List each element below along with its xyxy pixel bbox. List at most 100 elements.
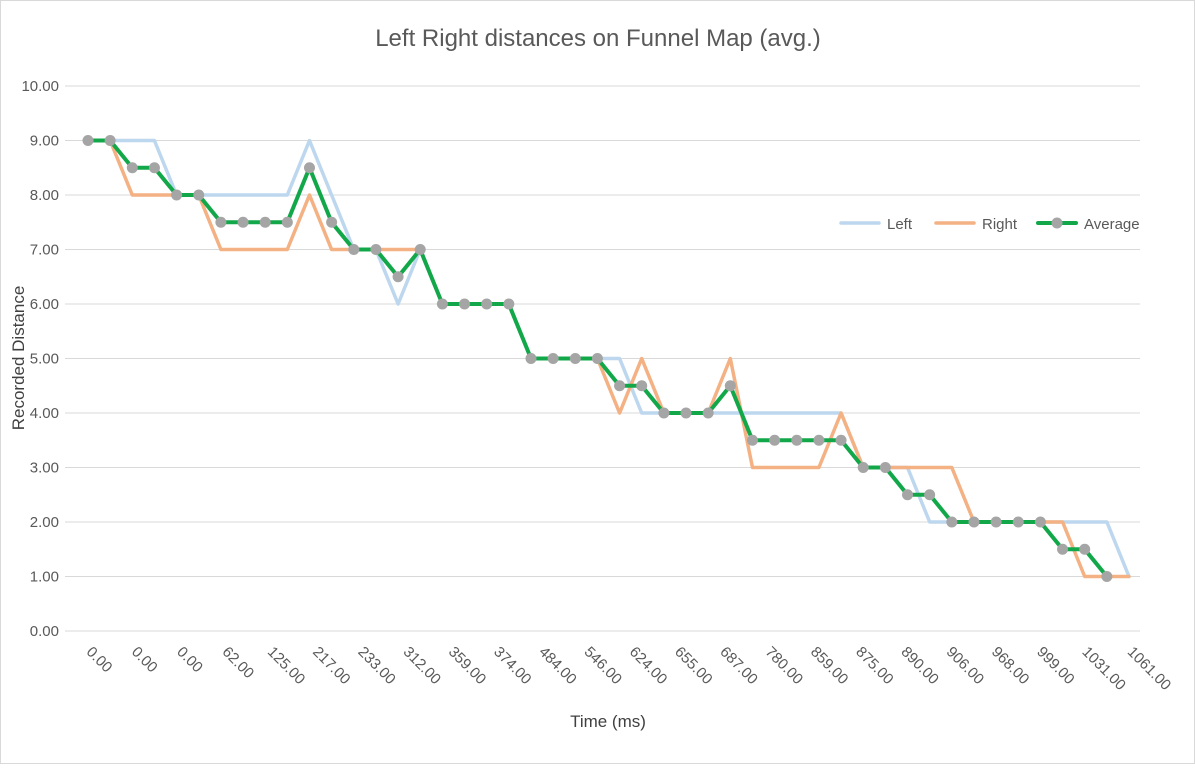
x-tick-label: 217.00 (309, 643, 353, 687)
data-point (813, 434, 825, 446)
chart-title: Left Right distances on Funnel Map (avg.… (375, 25, 821, 52)
data-point (724, 380, 736, 392)
data-point (82, 135, 94, 146)
data-point (126, 162, 138, 174)
data-point (1057, 543, 1069, 555)
data-point (370, 244, 382, 255)
legend-label: Average (1084, 216, 1140, 233)
x-tick-label: 687.00 (716, 643, 760, 687)
x-tick-label: 655.00 (671, 643, 715, 687)
data-point (436, 298, 448, 310)
data-point (680, 407, 692, 419)
data-point (193, 189, 205, 201)
data-point (857, 462, 869, 473)
x-tick-label: 62.00 (219, 643, 258, 682)
y-tick-label: 7.00 (30, 242, 59, 259)
x-tick-label: 546.00 (581, 643, 625, 687)
y-tick-label: 6.00 (30, 296, 59, 313)
x-tick-label: 999.00 (1033, 643, 1077, 687)
y-tick-label: 3.00 (30, 460, 59, 477)
x-tick-label: 875.00 (852, 643, 896, 687)
legend-item-average: Average (1036, 216, 1140, 233)
x-tick-label: 890.00 (898, 643, 942, 687)
data-point (658, 407, 670, 419)
data-point (702, 407, 714, 419)
data-point (746, 434, 758, 446)
x-tick-label: 906.00 (943, 643, 987, 687)
y-tick-label: 9.00 (30, 133, 59, 150)
x-tick-label: 624.00 (626, 643, 670, 687)
series-lines (82, 135, 1131, 582)
data-point (503, 298, 515, 310)
y-tick-label: 0.00 (30, 623, 59, 640)
data-point (614, 380, 626, 392)
y-tick-label: 8.00 (30, 187, 59, 204)
y-tick-label: 2.00 (30, 514, 59, 531)
data-point (902, 489, 914, 501)
data-point (1101, 571, 1113, 582)
data-point (171, 189, 183, 201)
data-point (104, 135, 116, 146)
x-tick-label: 1061.00 (1124, 643, 1174, 693)
data-point (569, 353, 581, 364)
legend-label: Left (887, 216, 913, 233)
data-point (259, 216, 271, 228)
legend-marker (1051, 217, 1063, 229)
y-tick-label: 10.00 (21, 78, 59, 95)
data-point (237, 216, 249, 228)
x-axis-title: Time (ms) (570, 712, 646, 731)
y-tick-label: 4.00 (30, 405, 59, 422)
x-tick-label: 359.00 (445, 643, 489, 687)
y-tick-label: 5.00 (30, 351, 59, 368)
y-tick-label: 1.00 (30, 569, 59, 586)
data-point (392, 271, 404, 283)
legend: Left Right Average (839, 216, 1140, 233)
legend-item-left: Left (839, 216, 913, 233)
data-point (525, 353, 537, 364)
x-tick-label: 0.00 (83, 643, 116, 676)
data-point (414, 244, 426, 255)
data-point (481, 298, 493, 310)
data-point (1079, 543, 1091, 555)
data-point (1012, 516, 1024, 528)
x-tick-label: 374.00 (490, 643, 534, 687)
data-point (946, 516, 958, 528)
x-tick-label: 125.00 (264, 643, 308, 687)
series-right (86, 138, 1131, 579)
data-point (924, 489, 936, 501)
x-tick-label: 859.00 (807, 643, 851, 687)
x-tick-label: 0.00 (173, 643, 206, 676)
x-tick-label: 233.00 (354, 643, 398, 687)
y-axis-ticks: 0.00 1.00 2.00 3.00 4.00 5.00 6.00 7.00 8.00 9.00… (21, 78, 59, 640)
data-point (835, 434, 847, 446)
data-point (968, 516, 980, 528)
data-point (148, 162, 160, 174)
x-tick-label: 968.00 (988, 643, 1032, 687)
series-line-right (86, 138, 1131, 579)
legend-item-right: Right (934, 216, 1018, 233)
x-tick-label: 1031.00 (1079, 643, 1129, 693)
x-tick-label: 780.00 (762, 643, 806, 687)
series-average (82, 135, 1113, 582)
data-point (990, 516, 1002, 528)
data-point (547, 353, 559, 364)
legend-label: Right (982, 216, 1018, 233)
x-tick-label: 312.00 (400, 643, 444, 687)
data-point (879, 462, 891, 473)
data-point (791, 434, 803, 446)
y-axis-title: Recorded Distance (9, 286, 28, 431)
x-tick-label: 0.00 (128, 643, 161, 676)
data-point (348, 244, 360, 255)
data-point (591, 353, 603, 364)
data-point (1034, 516, 1046, 528)
x-tick-label: 484.00 (535, 643, 579, 687)
data-point (636, 380, 648, 392)
data-point (281, 216, 293, 228)
data-point (303, 162, 315, 174)
data-point (326, 216, 338, 228)
data-point (215, 216, 227, 228)
data-point (769, 434, 781, 446)
x-axis-ticks: 0.00 0.00 0.00 62.00 125.00 217.00 233.00 312.0… (83, 643, 1174, 693)
